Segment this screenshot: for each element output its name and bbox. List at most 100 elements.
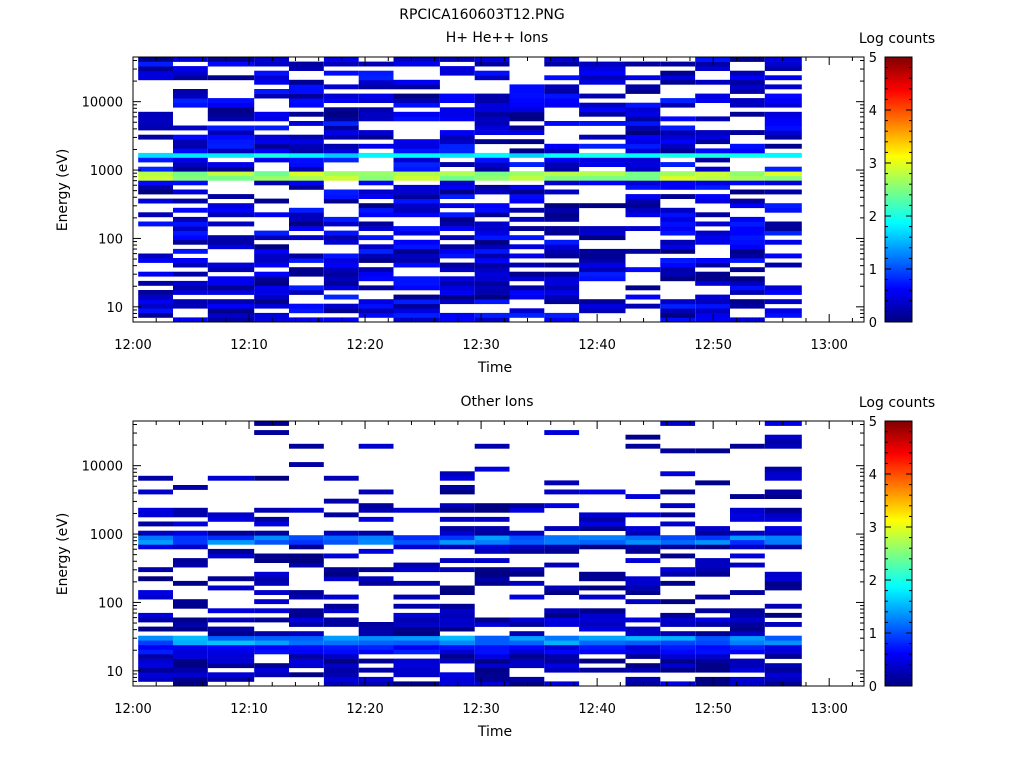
colorbar-tick-label: 4	[869, 468, 877, 483]
heatmap-cell	[695, 93, 730, 99]
axes: 12:00 12:10 12:20 12:30 12:40 12:50 13:00 10 100…	[82, 57, 864, 353]
heatmap-cell	[323, 539, 359, 545]
heatmap-cell	[207, 134, 255, 140]
heatmap-cell	[358, 276, 394, 282]
heatmap-cell	[764, 221, 802, 227]
heatmap-cell	[358, 134, 394, 140]
heatmap-cell	[474, 617, 510, 623]
heatmap-cell	[323, 253, 359, 259]
heatmap-cell	[509, 93, 545, 99]
heatmap-cell	[474, 317, 510, 323]
heatmap-cell	[173, 626, 208, 632]
heatmap-cell	[393, 580, 440, 586]
heatmap-cell	[474, 244, 510, 250]
heatmap-cell	[207, 285, 255, 291]
heatmap-cell	[544, 175, 580, 181]
heatmap-cell	[439, 143, 475, 149]
heatmap-cell	[173, 290, 208, 295]
heatmap-cell	[509, 635, 545, 641]
heatmap-cell	[289, 654, 324, 659]
heatmap-cell	[764, 439, 802, 445]
heatmap-cell	[358, 70, 394, 76]
plot-frame	[132, 420, 865, 687]
heatmap-cell	[579, 539, 626, 545]
heatmap-cell	[358, 658, 394, 664]
heatmap-cell	[254, 667, 289, 673]
y-axis-label: Energy (eV)	[55, 149, 71, 232]
heatmap-cell	[289, 162, 324, 167]
heatmap-cell	[474, 663, 510, 669]
heatmap-cell	[544, 317, 580, 323]
heatmap-cell	[509, 285, 545, 291]
heatmap-cell	[579, 70, 626, 76]
heatmap-cell	[625, 121, 661, 126]
heatmap-cell	[207, 553, 255, 559]
heatmap-cell	[254, 230, 289, 236]
heatmap-cell	[579, 180, 626, 186]
heatmap-cell	[393, 57, 440, 62]
heatmap-cell	[289, 462, 324, 467]
heatmap-cell	[544, 93, 580, 99]
heatmap-cell	[173, 239, 208, 245]
heatmap-cell	[439, 603, 475, 609]
heatmap-cell	[289, 285, 324, 291]
heatmap-cell	[393, 303, 440, 309]
heatmap-cell	[138, 253, 173, 259]
heatmap-cell	[579, 93, 626, 99]
heatmap-cell	[138, 644, 173, 650]
heatmap-cell	[695, 317, 730, 323]
heatmap-cell	[625, 585, 661, 591]
heatmap-cell	[439, 526, 475, 531]
figure-title: RPCICA160603T12.PNG	[399, 7, 564, 23]
heatmap-cell	[254, 175, 289, 181]
heatmap-cell	[730, 258, 765, 263]
heatmap-cell	[695, 276, 730, 282]
heatmap-cell	[254, 134, 289, 140]
heatmap-cell	[695, 294, 730, 300]
heatmap-cell	[764, 434, 802, 440]
colorbar-tick-label: 2	[869, 210, 877, 225]
heatmap-cell	[660, 303, 696, 309]
heatmap-cell	[660, 194, 696, 199]
heatmap-cell	[474, 654, 510, 659]
heatmap-cell	[730, 189, 765, 195]
heatmap-cell	[474, 111, 510, 117]
heatmap-cell	[509, 567, 545, 573]
heatmap-cell	[509, 503, 545, 509]
heatmap-cell	[323, 93, 359, 99]
heatmap-cell	[207, 207, 255, 213]
heatmap-cell	[544, 262, 580, 268]
heatmap-cell	[474, 235, 510, 241]
heatmap-cell	[254, 530, 289, 536]
heatmap-cell	[625, 198, 661, 204]
heatmap-cell	[358, 644, 394, 650]
heatmap-cell	[207, 303, 255, 309]
heatmap-cell	[764, 489, 802, 495]
heatmap-cell	[625, 663, 661, 669]
heatmap-cell	[439, 640, 475, 646]
heatmap-cell	[509, 84, 545, 90]
heatmap-cell	[695, 526, 730, 531]
heatmap-cell	[173, 70, 208, 76]
heatmap-cell	[358, 258, 394, 263]
heatmap-cell	[173, 617, 208, 623]
heatmap-cell	[509, 125, 545, 131]
heatmap-cell	[625, 61, 661, 67]
heatmap-cell	[660, 98, 696, 103]
heatmap-cell	[173, 681, 208, 687]
heatmap-cell	[579, 658, 626, 664]
heatmap-cell	[660, 571, 696, 577]
heatmap-cell	[358, 299, 394, 305]
heatmap-cell	[173, 535, 208, 541]
heatmap-cell	[579, 271, 626, 277]
heatmap-cell	[439, 148, 475, 154]
heatmap-cell	[207, 635, 255, 641]
heatmap-cell	[254, 93, 289, 99]
heatmap-cell	[439, 626, 475, 632]
colorbar: Log counts 0 1 2 3 4 5	[859, 31, 935, 331]
heatmap-cell	[323, 157, 359, 163]
heatmap-cell	[439, 644, 475, 650]
heatmap-cell	[173, 89, 208, 94]
heatmap-cell	[544, 121, 580, 126]
